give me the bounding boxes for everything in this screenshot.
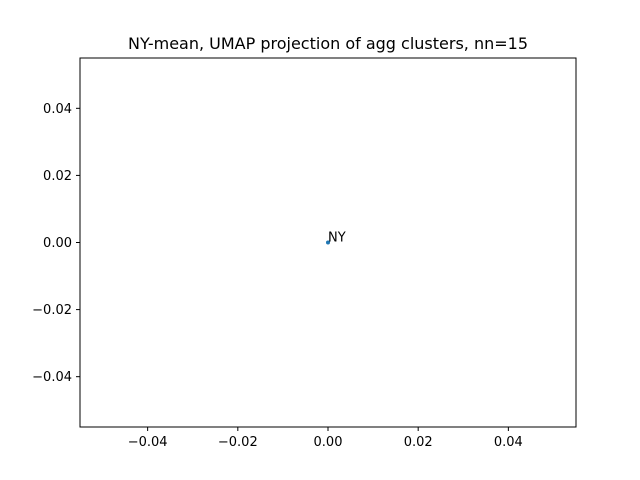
chart-title: NY-mean, UMAP projection of agg clusters… [128, 34, 528, 53]
plot-frame [79, 57, 577, 428]
x-tick-label: 0.00 [314, 435, 343, 450]
x-axis: −0.04 −0.02 0.00 0.02 0.04 [128, 427, 523, 450]
data-points: NY [326, 231, 346, 246]
data-point [326, 240, 330, 245]
y-tick-label: −0.04 [32, 370, 72, 385]
y-tick-label: 0.02 [43, 169, 72, 184]
y-tick-label: 0.04 [43, 102, 72, 117]
x-tick-label: −0.02 [218, 435, 258, 450]
x-tick-label: −0.04 [128, 435, 168, 450]
x-tick-label: 0.02 [404, 435, 433, 450]
y-axis: −0.04 −0.02 0.00 0.02 0.04 [32, 102, 80, 385]
y-tick-label: −0.02 [32, 303, 72, 318]
y-tick-label: 0.00 [43, 236, 72, 251]
x-tick-label: 0.04 [494, 435, 523, 450]
point-label: NY [328, 231, 346, 246]
